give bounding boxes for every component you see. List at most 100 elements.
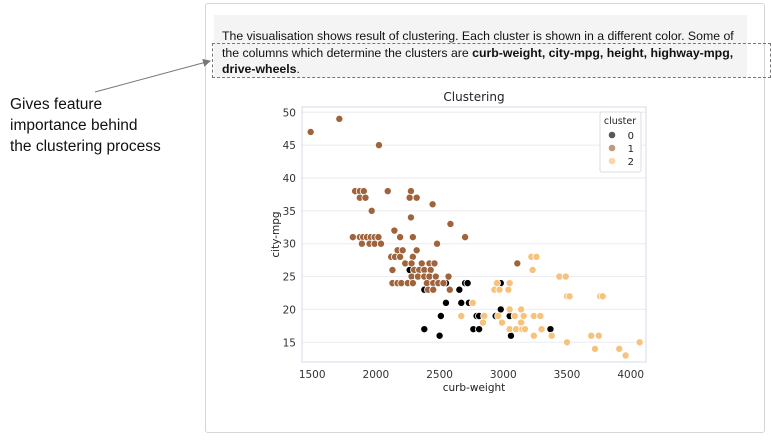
data-point-cluster-1 xyxy=(439,279,448,288)
data-point-cluster-2 xyxy=(517,305,526,314)
data-point-cluster-1 xyxy=(405,193,414,202)
data-point-cluster-2 xyxy=(517,318,526,327)
data-point-cluster-1 xyxy=(367,206,376,215)
data-point-cluster-2 xyxy=(536,311,545,320)
x-axis-label: curb-weight xyxy=(443,382,506,394)
data-point-cluster-1 xyxy=(446,219,455,228)
description-plain: The visualisation shows result of cluste… xyxy=(222,29,734,60)
data-point-cluster-1 xyxy=(428,200,437,209)
data-point-cluster-1 xyxy=(461,233,470,242)
data-point-cluster-0 xyxy=(420,325,429,334)
data-point-cluster-1 xyxy=(406,213,415,222)
data-point-cluster-1 xyxy=(408,252,417,261)
highlight-box xyxy=(212,43,771,78)
data-point-cluster-0 xyxy=(441,298,450,307)
data-point-cluster-2 xyxy=(505,305,514,314)
data-point-cluster-2 xyxy=(498,318,507,327)
legend-label: 1 xyxy=(628,144,634,155)
data-point-cluster-1 xyxy=(390,226,399,235)
x-tick-label: 4000 xyxy=(617,369,644,381)
data-point-cluster-2 xyxy=(598,292,607,301)
description-box: The visualisation shows result of cluste… xyxy=(214,15,747,77)
data-point-cluster-1 xyxy=(444,272,453,281)
data-point-cluster-2 xyxy=(615,344,624,353)
description-end: . xyxy=(296,62,300,76)
data-point-cluster-0 xyxy=(463,279,472,288)
legend-marker-2 xyxy=(608,157,616,165)
data-point-cluster-2 xyxy=(563,338,572,347)
y-axis-label: city-mpg xyxy=(270,211,282,257)
annotation-line: Gives feature xyxy=(10,96,103,113)
legend-label: 2 xyxy=(628,157,634,168)
x-tick-label: 3500 xyxy=(554,369,581,381)
data-point-cluster-0 xyxy=(457,298,466,307)
data-point-cluster-1 xyxy=(417,259,426,268)
visualisation-panel xyxy=(205,3,765,433)
data-point-cluster-2 xyxy=(520,325,529,334)
data-point-cluster-2 xyxy=(594,331,603,340)
data-point-cluster-1 xyxy=(376,239,385,248)
data-point-cluster-2 xyxy=(561,272,570,281)
annotation-arrow xyxy=(94,58,211,93)
data-point-cluster-1 xyxy=(431,272,440,281)
data-point-cluster-2 xyxy=(468,298,477,307)
data-point-cluster-2 xyxy=(494,311,503,320)
data-point-cluster-1 xyxy=(348,233,357,242)
y-tick-label: 15 xyxy=(283,337,296,349)
data-point-cluster-2 xyxy=(532,252,541,261)
data-point-cluster-1 xyxy=(412,246,421,255)
legend-marker-0 xyxy=(608,131,616,139)
data-point-cluster-1 xyxy=(398,246,407,255)
data-point-cluster-2 xyxy=(492,279,501,288)
data-point-cluster-1 xyxy=(396,233,405,242)
data-point-cluster-2 xyxy=(457,311,466,320)
y-tick-label: 45 xyxy=(283,140,296,152)
data-point-cluster-1 xyxy=(388,265,397,274)
feature-list: curb-weight, city-mpg, height, highway-m… xyxy=(222,45,734,77)
data-point-cluster-0 xyxy=(436,311,445,320)
data-point-cluster-2 xyxy=(537,325,546,334)
y-tick-label: 20 xyxy=(283,304,296,316)
x-tick-label: 2500 xyxy=(426,369,453,381)
y-tick-label: 30 xyxy=(283,239,296,251)
plot-frame xyxy=(301,106,647,363)
data-point-cluster-1 xyxy=(396,252,405,261)
annotation-line: importance behind xyxy=(10,117,138,134)
data-point-cluster-1 xyxy=(407,259,416,268)
data-point-cluster-0 xyxy=(506,331,515,340)
data-point-cluster-1 xyxy=(374,141,383,150)
data-point-cluster-1 xyxy=(335,114,344,123)
data-point-cluster-0 xyxy=(435,331,444,340)
data-point-cluster-2 xyxy=(635,338,644,347)
data-point-cluster-1 xyxy=(433,239,442,248)
y-tick-label: 25 xyxy=(283,272,296,284)
data-point-cluster-1 xyxy=(306,127,315,136)
data-point-cluster-1 xyxy=(426,265,435,274)
x-tick-label: 2000 xyxy=(363,369,390,381)
data-point-cluster-0 xyxy=(475,325,484,334)
legend-title: cluster xyxy=(604,116,636,127)
data-point-cluster-2 xyxy=(504,285,513,294)
data-point-cluster-1 xyxy=(361,193,370,202)
data-point-cluster-1 xyxy=(408,279,417,288)
y-tick-label: 40 xyxy=(283,173,296,185)
data-point-cluster-1 xyxy=(408,233,417,242)
data-point-cluster-1 xyxy=(412,193,421,202)
data-point-cluster-2 xyxy=(565,292,574,301)
data-point-cluster-2 xyxy=(510,311,519,320)
data-point-cluster-0 xyxy=(455,285,464,294)
data-point-cluster-1 xyxy=(374,233,383,242)
y-tick-label: 50 xyxy=(283,107,296,119)
legend-box xyxy=(599,111,642,173)
data-point-cluster-2 xyxy=(621,351,630,360)
data-point-cluster-2 xyxy=(478,318,487,327)
x-tick-label: 1500 xyxy=(299,369,326,381)
data-point-cluster-0 xyxy=(546,325,555,334)
data-point-cluster-1 xyxy=(445,285,454,294)
data-point-cluster-2 xyxy=(519,311,528,320)
data-point-cluster-1 xyxy=(429,285,438,294)
legend-marker-1 xyxy=(608,144,616,152)
y-tick-label: 35 xyxy=(283,206,296,218)
data-point-cluster-2 xyxy=(591,344,600,353)
